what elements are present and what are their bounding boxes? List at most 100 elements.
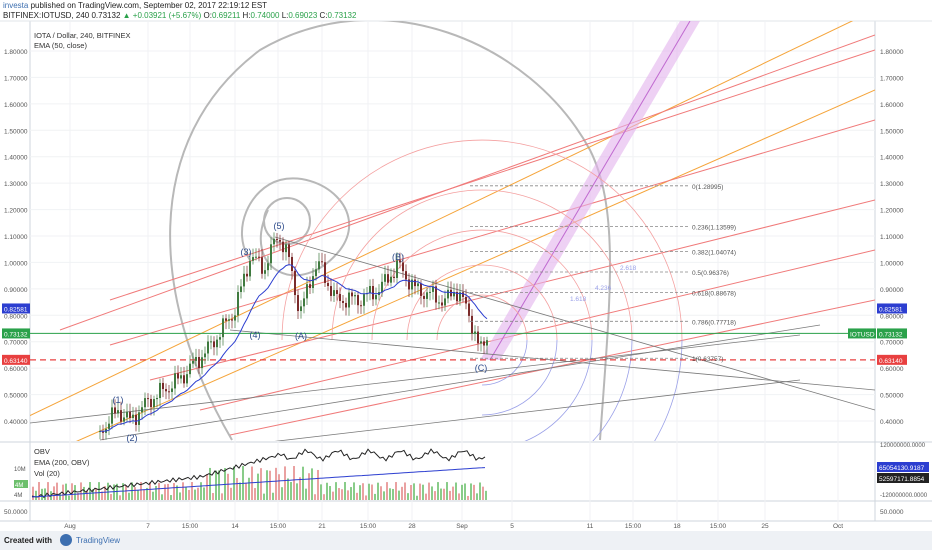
price-axis[interactable]: 1.80000 1.80000 1.70000 1.70000 1.60000 1.600… <box>4 49 928 516</box>
volume-bar <box>323 494 325 500</box>
created-with-text: Created with <box>4 536 53 545</box>
volume-bar <box>365 495 367 500</box>
symbol-badge: IOTUSD <box>850 331 875 338</box>
ema-badge-left-bg <box>2 303 30 314</box>
volume-bar <box>209 467 211 500</box>
volume-bar <box>446 482 448 500</box>
price-tick-left: 1.30000 <box>4 181 28 188</box>
candle-body <box>237 292 239 316</box>
candle-body <box>141 407 143 413</box>
fib-arc <box>481 339 528 386</box>
fib-level-label: 1(0.63757) <box>692 356 723 363</box>
candle-body <box>381 281 383 293</box>
candle-body <box>147 398 149 400</box>
author-link[interactable]: investa <box>3 1 29 10</box>
volume-tick: 4M <box>14 493 22 499</box>
volume-bar <box>197 487 199 500</box>
fib-retracement[interactable]: 0(1.28995) 0.236(1.13599) 0.382(1.04074) 0.… <box>470 184 736 363</box>
volume-bar <box>443 488 445 500</box>
candle-body <box>207 341 209 354</box>
volume-bar <box>149 482 151 500</box>
candle-body <box>333 290 335 296</box>
time-tick: 18 <box>673 523 681 530</box>
volume-bar <box>407 493 409 500</box>
fib-spiral-inner <box>240 177 351 277</box>
candle-body <box>315 269 317 277</box>
volume-bar <box>428 482 430 500</box>
candle-body <box>402 262 404 272</box>
volume-bar <box>308 473 310 500</box>
volume-bar <box>305 488 307 500</box>
price-tick-left: 1.60000 <box>4 102 28 109</box>
candle-body <box>342 300 344 303</box>
volume-bar <box>248 477 250 500</box>
candle-body <box>471 315 473 334</box>
time-tick: 14 <box>231 523 239 530</box>
red-line-badge-right-bg <box>877 354 907 365</box>
candle-body <box>447 289 449 299</box>
volume-bar <box>137 490 139 500</box>
volume-bar <box>449 490 451 500</box>
price-tick-right: 1.70000 <box>880 75 904 82</box>
volume-bar <box>422 484 424 500</box>
volume-bar <box>230 487 232 500</box>
price-tick-right: 0.70000 <box>880 340 904 347</box>
time-axis[interactable]: Aug 7 15:00 14 15:00 21 15:00 28 Sep 5 11 15:00 18 15… <box>64 523 843 530</box>
time-tick: Aug <box>64 523 76 530</box>
volume-bar <box>143 489 145 500</box>
fib-level-label: 0.618(0.88678) <box>692 290 736 297</box>
price-tick-left: 0.60000 <box>4 366 28 373</box>
volume-bar <box>332 491 334 500</box>
candle-body <box>339 293 341 301</box>
volume-bar <box>410 485 412 500</box>
volume-bar <box>140 482 142 500</box>
time-tick: Oct <box>833 523 843 530</box>
wave-label: (1) <box>113 395 124 405</box>
volume-bar <box>212 493 214 500</box>
candle-body <box>177 373 179 379</box>
volume-bar <box>290 481 292 500</box>
volume-bar <box>347 490 349 500</box>
time-tick: 28 <box>408 523 416 530</box>
volume-bar <box>284 466 286 500</box>
volume-bar <box>254 488 256 500</box>
volume-bar <box>404 482 406 500</box>
volume-bar <box>200 482 202 500</box>
fib-arc-label: 1.618 <box>570 296 587 303</box>
candle-body <box>390 276 392 283</box>
price-chart[interactable]: 1.618 2.618 4.236 0(1.28995) 0.236(1.13599)… <box>0 0 932 531</box>
close-badge-right-bg <box>877 328 907 339</box>
fib-arc <box>406 264 558 341</box>
candle-body <box>243 273 245 287</box>
volume-bar <box>131 482 133 500</box>
tradingview-logo-icon[interactable] <box>60 534 72 546</box>
ema-legend[interactable]: EMA (50, close) <box>34 41 87 50</box>
volume-bar <box>266 470 268 500</box>
candle-body <box>186 374 188 384</box>
obv-legend[interactable]: OBV <box>34 447 50 456</box>
volume-bar <box>350 487 352 500</box>
volume-bar <box>41 488 43 500</box>
candle-body <box>408 279 410 290</box>
drawing-objects[interactable]: 1.618 2.618 4.236 <box>0 10 875 531</box>
price-tick-left: 1.00000 <box>4 260 28 267</box>
volume-bar <box>74 485 76 500</box>
candle-body <box>120 410 122 422</box>
volume-bar <box>113 484 115 500</box>
obv-badge-bg <box>877 462 929 472</box>
series-title[interactable]: IOTA / Dollar, 240, BITFINEX <box>34 31 131 40</box>
volume-bar <box>260 468 262 500</box>
price-tick-right: 0.80000 <box>880 313 904 320</box>
low-value: 0.69023 <box>288 11 318 20</box>
volume-bar <box>476 493 478 500</box>
tradingview-link[interactable]: TradingView <box>76 536 121 545</box>
candle-body <box>252 257 254 261</box>
candle-body <box>279 239 281 242</box>
volume-bar <box>341 489 343 500</box>
candle-body <box>213 341 215 348</box>
fib-level-label: 0.382(1.04074) <box>692 250 736 257</box>
obv-ema-legend[interactable]: EMA (200, OBV) <box>34 458 90 467</box>
volume-legend[interactable]: Vol (20) <box>34 469 60 478</box>
volume-bar <box>164 484 166 500</box>
candle-body <box>264 270 266 274</box>
